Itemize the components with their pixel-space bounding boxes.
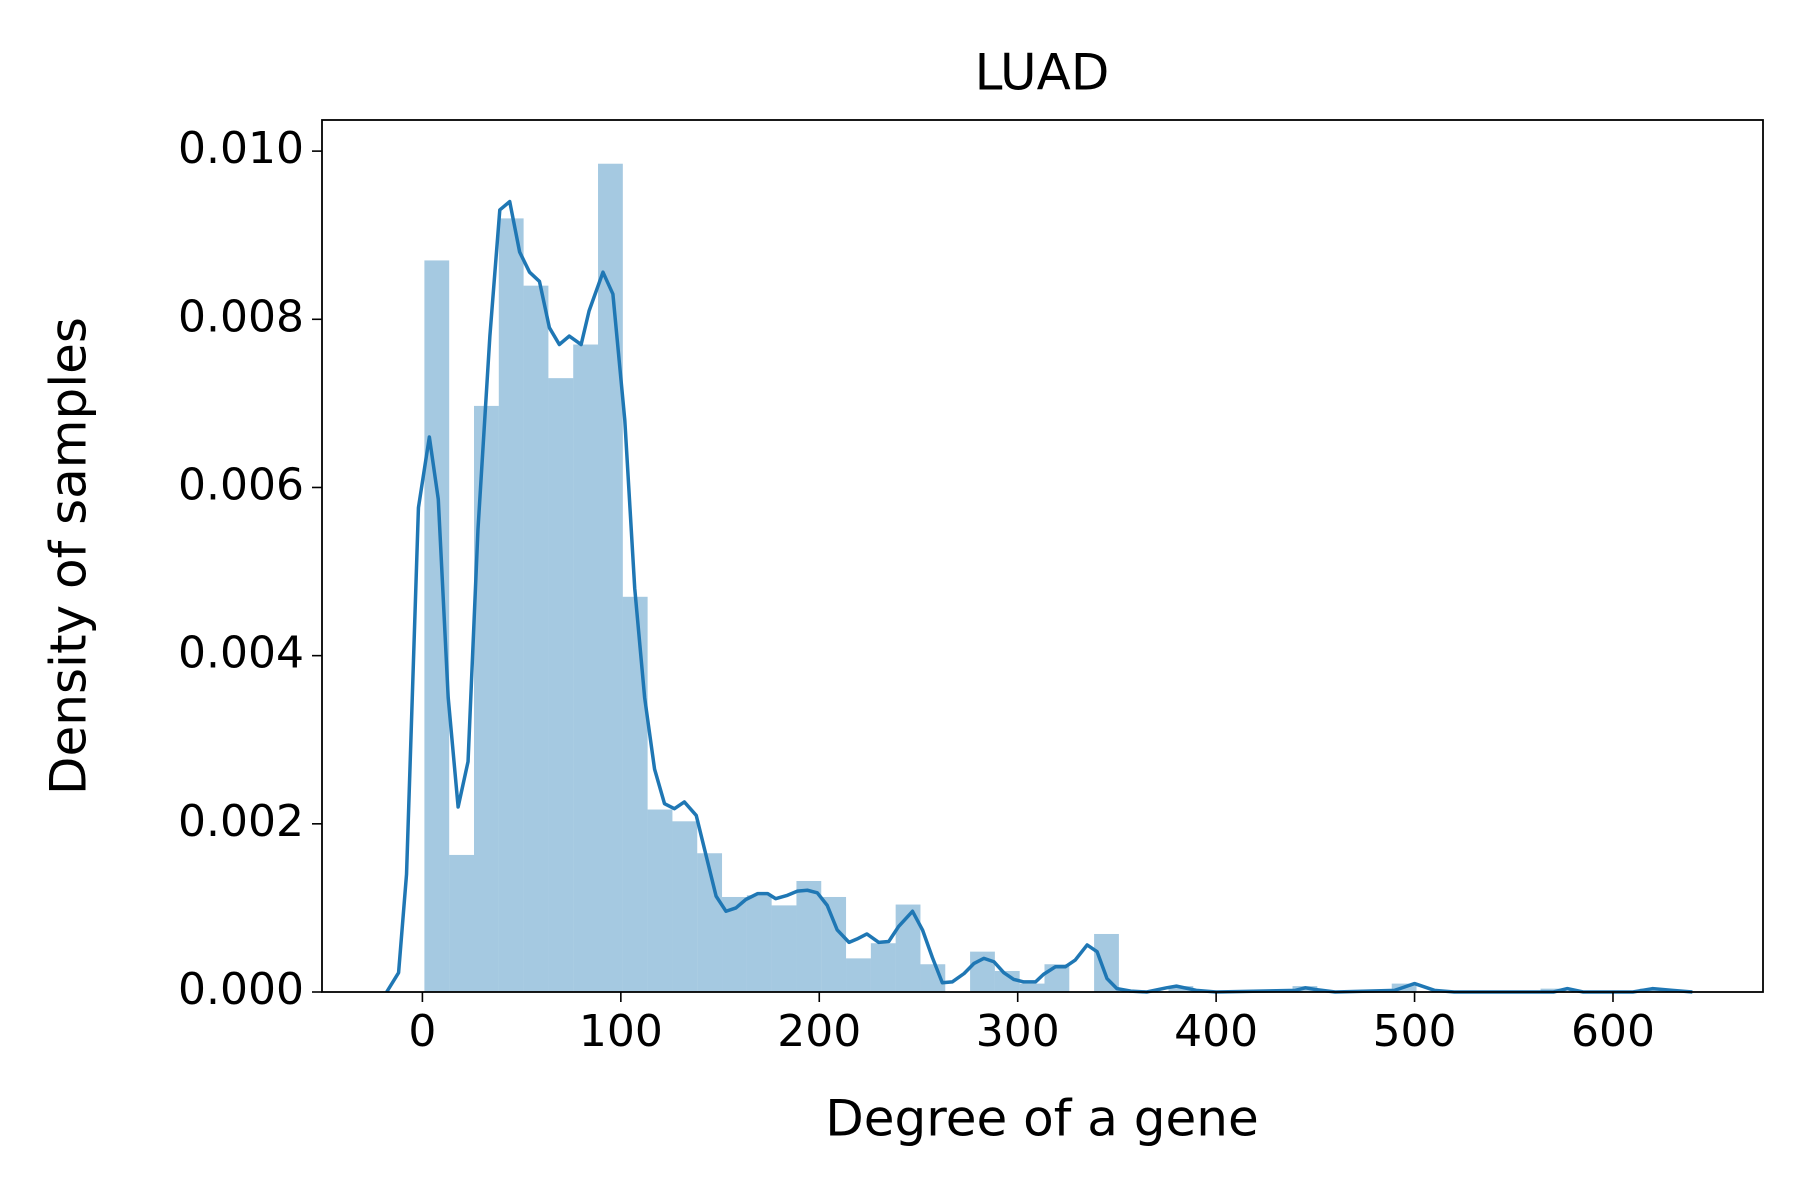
bar <box>523 285 549 992</box>
y-tick-label: 0.002 <box>178 796 304 847</box>
bar <box>1094 933 1119 992</box>
bar <box>1044 964 1070 992</box>
bar <box>622 596 648 992</box>
y-axis-label: Density of samples <box>40 317 98 795</box>
bar <box>771 905 797 992</box>
y-tick-label: 0.004 <box>178 628 304 679</box>
x-tick-label: 400 <box>1174 1006 1258 1057</box>
bar <box>672 821 698 992</box>
x-axis-label: Degree of a gene <box>825 1090 1258 1148</box>
bar <box>1168 986 1194 992</box>
plot-frame <box>321 119 1764 993</box>
bar <box>870 943 896 992</box>
y-tick-label: 0.006 <box>178 459 304 510</box>
y-tick-label: 0.010 <box>178 123 304 174</box>
bar <box>548 378 574 993</box>
bar <box>598 163 623 992</box>
x-tick-label: 300 <box>976 1006 1060 1057</box>
x-tick-label: 500 <box>1373 1006 1457 1057</box>
x-tick-label: 100 <box>579 1006 663 1057</box>
x-tick-label: 200 <box>777 1006 861 1057</box>
bar <box>647 809 673 992</box>
bar <box>994 970 1020 992</box>
bar <box>746 895 772 992</box>
bar <box>473 405 499 993</box>
x-tick-label: 600 <box>1571 1006 1655 1057</box>
bar <box>821 896 847 992</box>
bar <box>796 881 822 992</box>
bar <box>1019 983 1045 992</box>
bar <box>449 854 474 992</box>
x-tick-label: 0 <box>408 1006 436 1057</box>
bar <box>846 958 871 992</box>
y-tick-label: 0.000 <box>178 964 304 1015</box>
chart-title: LUAD <box>975 44 1110 102</box>
y-tick-label: 0.008 <box>178 291 304 342</box>
bar <box>573 344 599 993</box>
bar <box>498 218 524 993</box>
